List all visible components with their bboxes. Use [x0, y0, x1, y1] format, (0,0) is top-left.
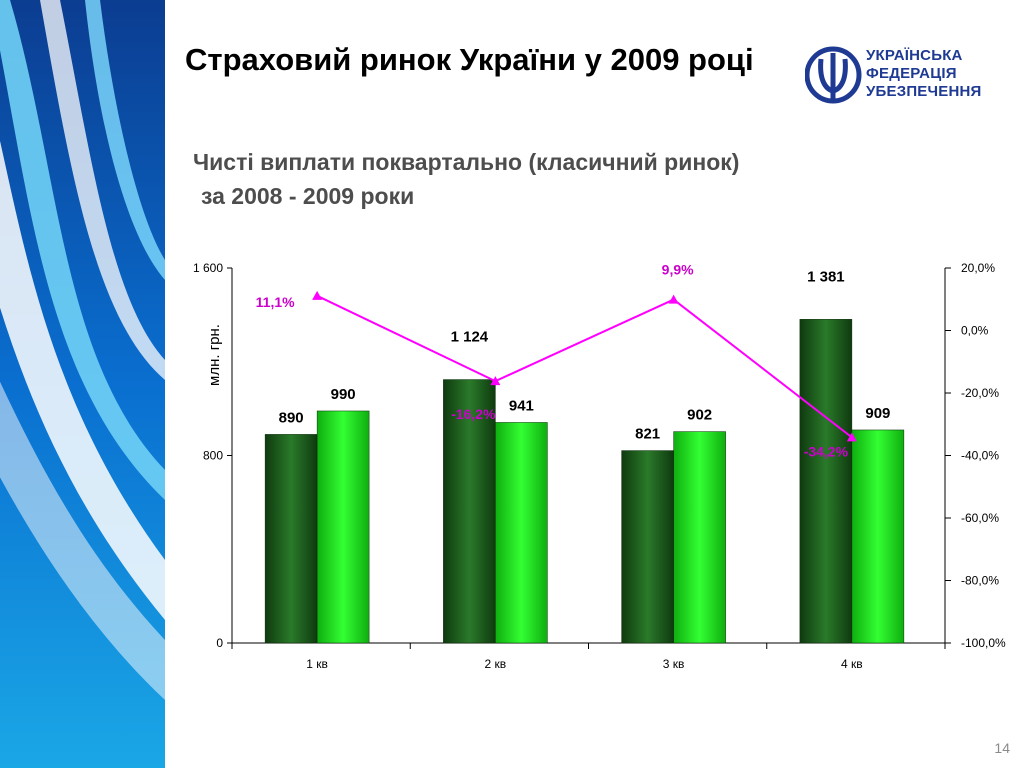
bar-2008: [621, 450, 674, 644]
subtitle-line-1: Чисті виплати поквартально (класичний ри…: [193, 149, 740, 175]
line-data-label: 9,9%: [662, 262, 694, 278]
bar-2009: [851, 429, 905, 644]
y-tick-label: 0: [216, 636, 223, 650]
bar-2009: [673, 431, 726, 644]
page-number: 14: [994, 740, 1010, 756]
x-tick-label: 3 кв: [663, 657, 685, 671]
y2-tick-label: -20,0%: [961, 386, 999, 400]
chart-container: 0 800 1 600 млн. грн. -100,0% -80,0% -60,0% -40…: [165, 250, 1020, 716]
y-tick-label: 1 600: [193, 261, 223, 275]
bar-2009: [495, 422, 548, 644]
line-data-label: -34,2%: [804, 443, 849, 459]
y-axis-label: млн. грн.: [206, 324, 223, 386]
line-change-2009-2008: [316, 294, 853, 439]
y-tick-label: 800: [203, 449, 223, 463]
x-tick-label: 4 кв: [841, 657, 863, 671]
logo-text: УКРАЇНСЬКА ФЕДЕРАЦІЯ УБЕЗПЕЧЕННЯ: [866, 47, 982, 101]
x-tick-label: 1 кв: [306, 657, 328, 671]
line-marker: [312, 290, 323, 300]
logo-line-1: УКРАЇНСЬКА: [866, 47, 963, 64]
logo-line-2: ФЕДЕРАЦІЯ: [866, 65, 957, 82]
bar-2008: [799, 319, 853, 644]
line-marker: [846, 432, 857, 442]
bar-2008: [443, 379, 496, 644]
line-marker: [490, 376, 501, 386]
logo-line-3: УБЕЗПЕЧЕННЯ: [866, 83, 982, 100]
y2-tick-label: -80,0%: [961, 574, 999, 588]
bar-line-chart: 0 800 1 600 млн. грн. -100,0% -80,0% -60,0% -40…: [193, 261, 1006, 716]
data-label-2008: 821: [635, 426, 660, 443]
chart-subtitle: Чисті виплати поквартально (класичний ри…: [193, 145, 913, 213]
bar-2008: [264, 434, 318, 644]
data-label-2009: 941: [509, 397, 534, 414]
logo-trident-icon: [805, 46, 862, 104]
subtitle-line-2: за 2008 - 2009 роки: [201, 183, 415, 209]
page-title: Страховий ринок України у 2009 році: [185, 42, 754, 77]
data-label-2009: 902: [687, 407, 712, 424]
line-data-label: 11,1%: [256, 294, 295, 310]
data-label-2008: 890: [279, 409, 304, 426]
x-tick-label: 2 кв: [485, 657, 507, 671]
data-label-2008: 1 124: [451, 329, 489, 346]
data-label-2009: 909: [865, 405, 890, 422]
data-label-2009: 990: [331, 386, 356, 403]
y2-tick-label: -100,0%: [961, 636, 1006, 650]
decorative-sidebar: [0, 0, 165, 768]
y2-tick-label: 0,0%: [961, 324, 989, 338]
y2-tick-label: 20,0%: [961, 261, 995, 275]
data-label-2008: 1 381: [807, 268, 845, 285]
y2-tick-label: -60,0%: [961, 511, 999, 525]
y2-tick-label: -40,0%: [961, 449, 999, 463]
sidebar-wave-graphic: [0, 0, 165, 768]
line-marker: [668, 294, 679, 304]
line-data-label: -16,2%: [451, 406, 496, 422]
bar-2009: [316, 410, 370, 644]
